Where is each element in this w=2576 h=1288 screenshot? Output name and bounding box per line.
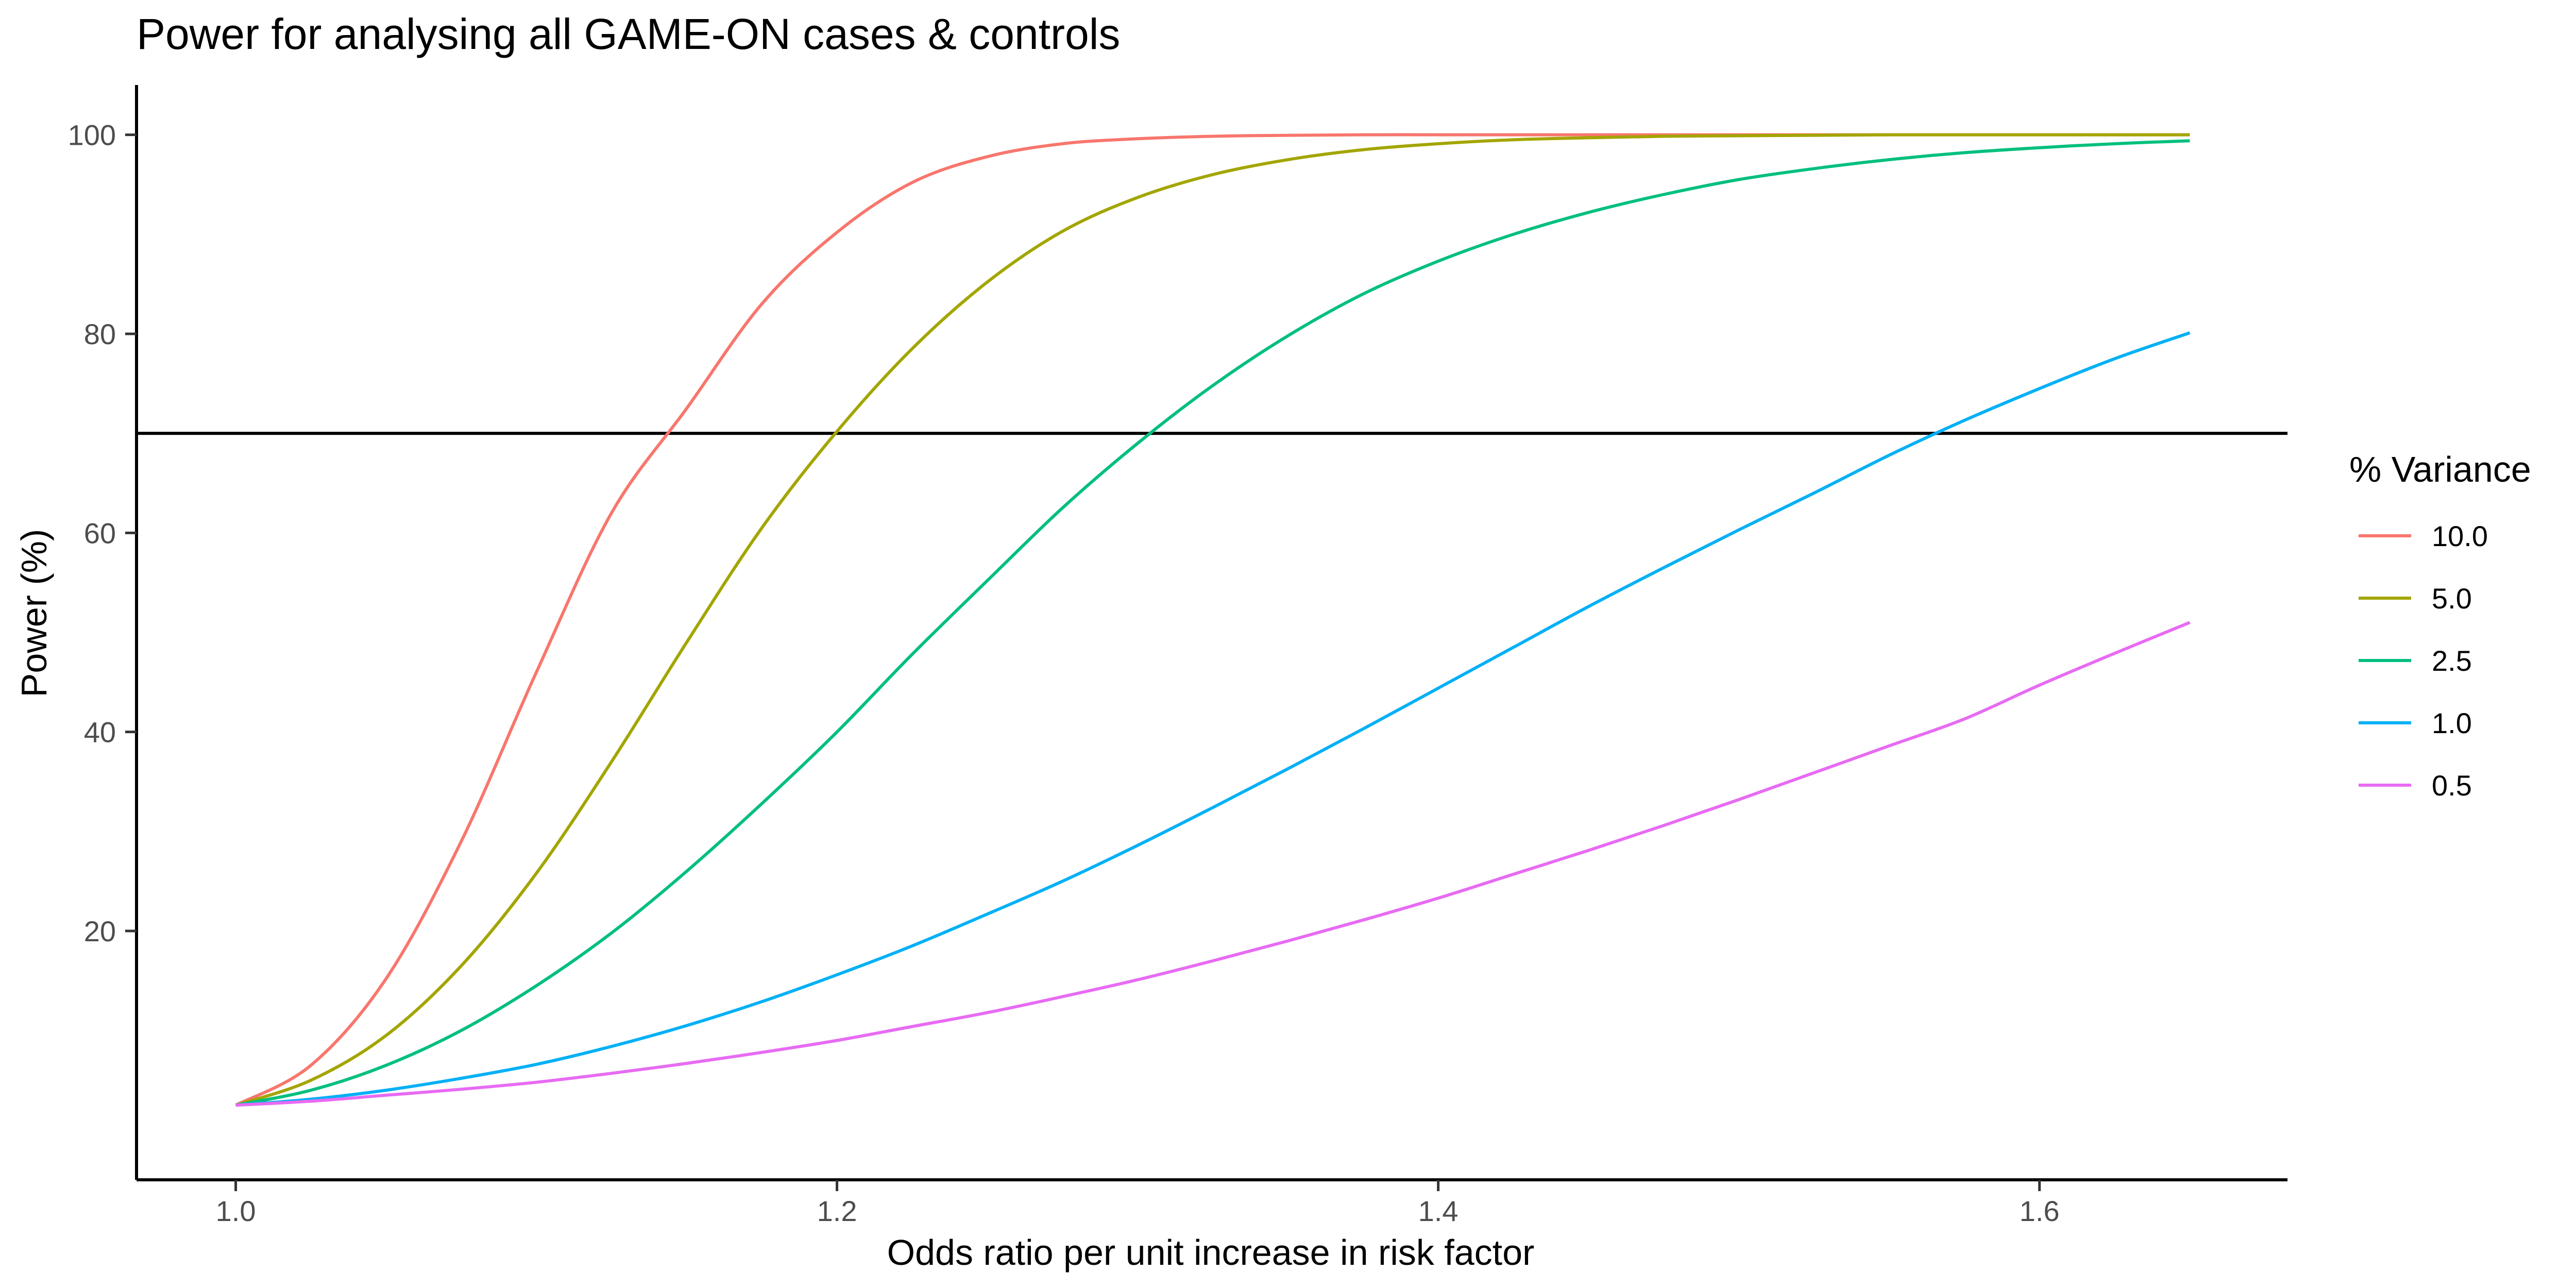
y-tick-label: 80 — [84, 318, 116, 350]
legend-label-10.0: 10.0 — [2432, 520, 2488, 552]
series-line-2.5 — [235, 139, 2190, 1107]
legend-label-2.5: 2.5 — [2432, 645, 2472, 677]
series-line-1.0 — [235, 331, 2191, 1107]
x-tick-label: 1.4 — [1418, 1195, 1459, 1227]
legend-label-1.0: 1.0 — [2432, 707, 2472, 739]
x-axis-ticks: 1.0 1.2 1.4 1.6 — [216, 1180, 2060, 1227]
y-tick-label: 40 — [84, 716, 116, 749]
x-tick-label: 1.0 — [216, 1195, 256, 1227]
y-axis-title: Power (%) — [14, 529, 54, 698]
legend: % Variance 10.0 5.0 2.5 1.0 0.5 — [2349, 449, 2531, 802]
y-tick-label: 100 — [68, 119, 116, 151]
legend-label-5.0: 5.0 — [2432, 582, 2472, 615]
series-line-0.5 — [235, 621, 2191, 1107]
x-axis-title: Odds ratio per unit increase in risk fac… — [887, 1232, 1535, 1273]
x-tick-label: 1.6 — [2020, 1195, 2060, 1227]
legend-label-0.5: 0.5 — [2432, 769, 2472, 802]
x-tick-label: 1.2 — [817, 1195, 857, 1227]
y-axis-ticks: 20 40 60 80 100 — [68, 119, 137, 947]
y-tick-label: 60 — [84, 517, 116, 549]
legend-items: 10.0 5.0 2.5 1.0 0.5 — [2359, 520, 2488, 802]
chart-title: Power for analysing all GAME-ON cases & … — [137, 10, 1120, 58]
y-tick-label: 20 — [84, 915, 116, 947]
series-line-5.0 — [235, 133, 2190, 1107]
series-lines — [235, 133, 2191, 1107]
legend-title: % Variance — [2349, 449, 2531, 489]
